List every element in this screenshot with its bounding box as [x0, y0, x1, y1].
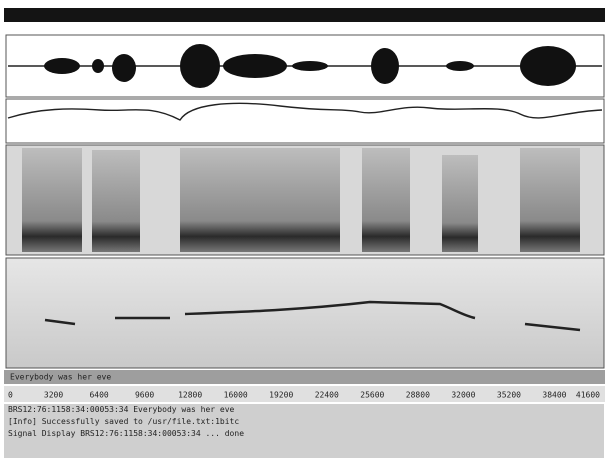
time-tick-label: 9600	[135, 391, 154, 400]
harmonic-track	[44, 300, 581, 332]
log-area: BRS12:76:1158:34:00053:34 Everybody was …	[4, 404, 604, 458]
time-tick-label: 6400	[89, 391, 108, 400]
spectrogram	[22, 148, 580, 252]
time-tick-label: 22400	[315, 391, 339, 400]
signal-display: Everybody was her eve 0 3200 6400 9600 12800…	[4, 8, 605, 402]
time-tick-label: 28800	[406, 391, 430, 400]
log-line: BRS12:76:1158:34:00053:34 Everybody was …	[8, 405, 235, 414]
pitch-panel	[5, 98, 605, 144]
log-line: [Info] Successfully saved to /usr/file.t…	[8, 417, 240, 426]
time-tick-label: 35200	[497, 391, 521, 400]
time-tick-label: 25600	[360, 391, 384, 400]
time-tick-label: 32000	[451, 391, 475, 400]
time-tick-label: 38400	[542, 391, 566, 400]
pitch-contour	[7, 102, 603, 121]
time-tick-label: 41600	[576, 391, 600, 400]
log-line: Signal Display BRS12:76:1158:34:00053:34…	[8, 429, 245, 438]
time-tick-label: 3200	[44, 391, 63, 400]
label-bar	[4, 370, 605, 384]
time-tick-label: 0	[8, 391, 13, 400]
waveform	[44, 44, 576, 88]
narrowband-panel	[5, 257, 605, 369]
time-axis	[4, 386, 605, 402]
title-bar	[4, 8, 605, 22]
time-tick-label: 12800	[178, 391, 202, 400]
time-tick-label: 16000	[224, 391, 248, 400]
time-tick-label: 19200	[269, 391, 293, 400]
utterance-label: Everybody was her eve	[10, 373, 111, 382]
